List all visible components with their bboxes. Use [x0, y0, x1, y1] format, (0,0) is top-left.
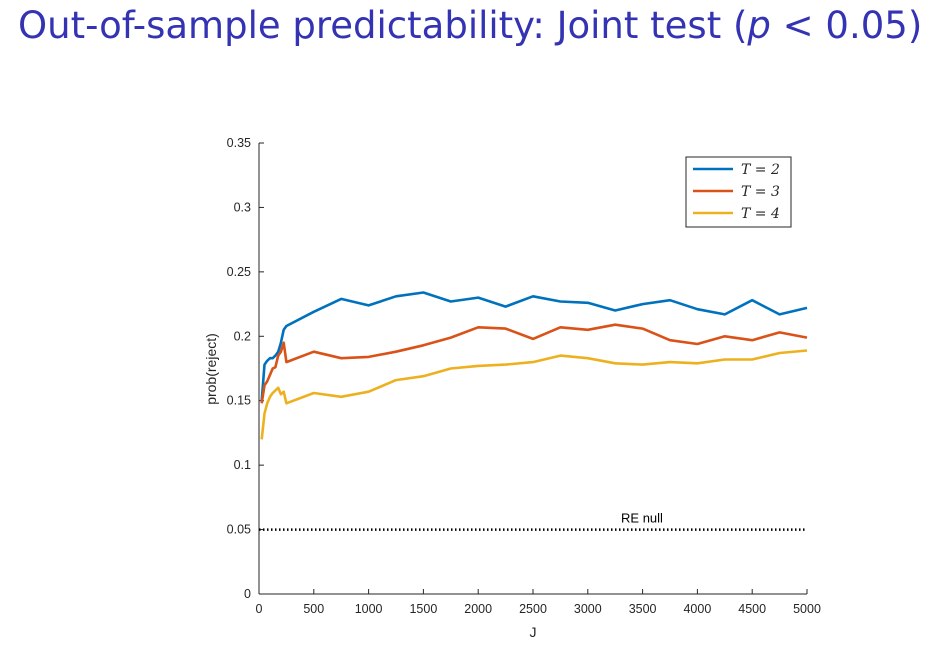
- x-tick-label: 4500: [738, 602, 766, 616]
- y-tick-label: 0.25: [227, 265, 251, 279]
- series-layer: [260, 291, 808, 440]
- y-tick-label: 0: [244, 587, 251, 601]
- series-line-t2: [260, 291, 808, 401]
- y-tick-label: 0.35: [227, 136, 251, 150]
- slide-title-prefix: Out-of-sample predictability: Joint test…: [18, 4, 748, 47]
- x-tick-label: 0: [256, 602, 263, 616]
- x-tick-label: 2500: [519, 602, 547, 616]
- legend: T = 2 T = 3 T = 4: [685, 156, 792, 228]
- slide-title: Out-of-sample predictability: Joint test…: [18, 4, 922, 47]
- x-tick-label: 1500: [409, 602, 437, 616]
- legend-entry-t3: T = 3: [741, 184, 780, 200]
- legend-entry-t4: T = 4: [741, 206, 780, 222]
- chart-axes: 0 500 1000 1500 2000 2500 3000 3500 4000 4500 5000…: [227, 136, 821, 616]
- x-tick-label: 500: [303, 602, 324, 616]
- series-line-t3: [260, 323, 808, 404]
- y-tick-label: 0.1: [234, 458, 251, 472]
- y-tick-label: 0.2: [234, 329, 251, 343]
- x-axis-label: J: [530, 624, 537, 640]
- x-tick-label: 3500: [629, 602, 657, 616]
- slide-title-suffix: < 0.05): [770, 4, 923, 47]
- x-tick-label: 5000: [793, 602, 821, 616]
- legend-entry-t2: T = 2: [741, 162, 780, 178]
- x-tick-label: 1000: [355, 602, 383, 616]
- y-tick-label: 0.15: [227, 394, 251, 408]
- y-axis-label: prob(reject): [203, 333, 219, 405]
- y-tick-label: 0.3: [234, 200, 251, 214]
- reference-line-layer: RE null: [259, 511, 807, 531]
- y-tick-label: 0.05: [227, 523, 251, 537]
- series-line-t4: [260, 349, 808, 440]
- x-tick-label: 4000: [683, 602, 711, 616]
- reference-line-label: RE null: [621, 511, 663, 526]
- x-tick-label: 2000: [464, 602, 492, 616]
- slide-title-variable: p: [747, 4, 771, 47]
- x-tick-label: 3000: [574, 602, 602, 616]
